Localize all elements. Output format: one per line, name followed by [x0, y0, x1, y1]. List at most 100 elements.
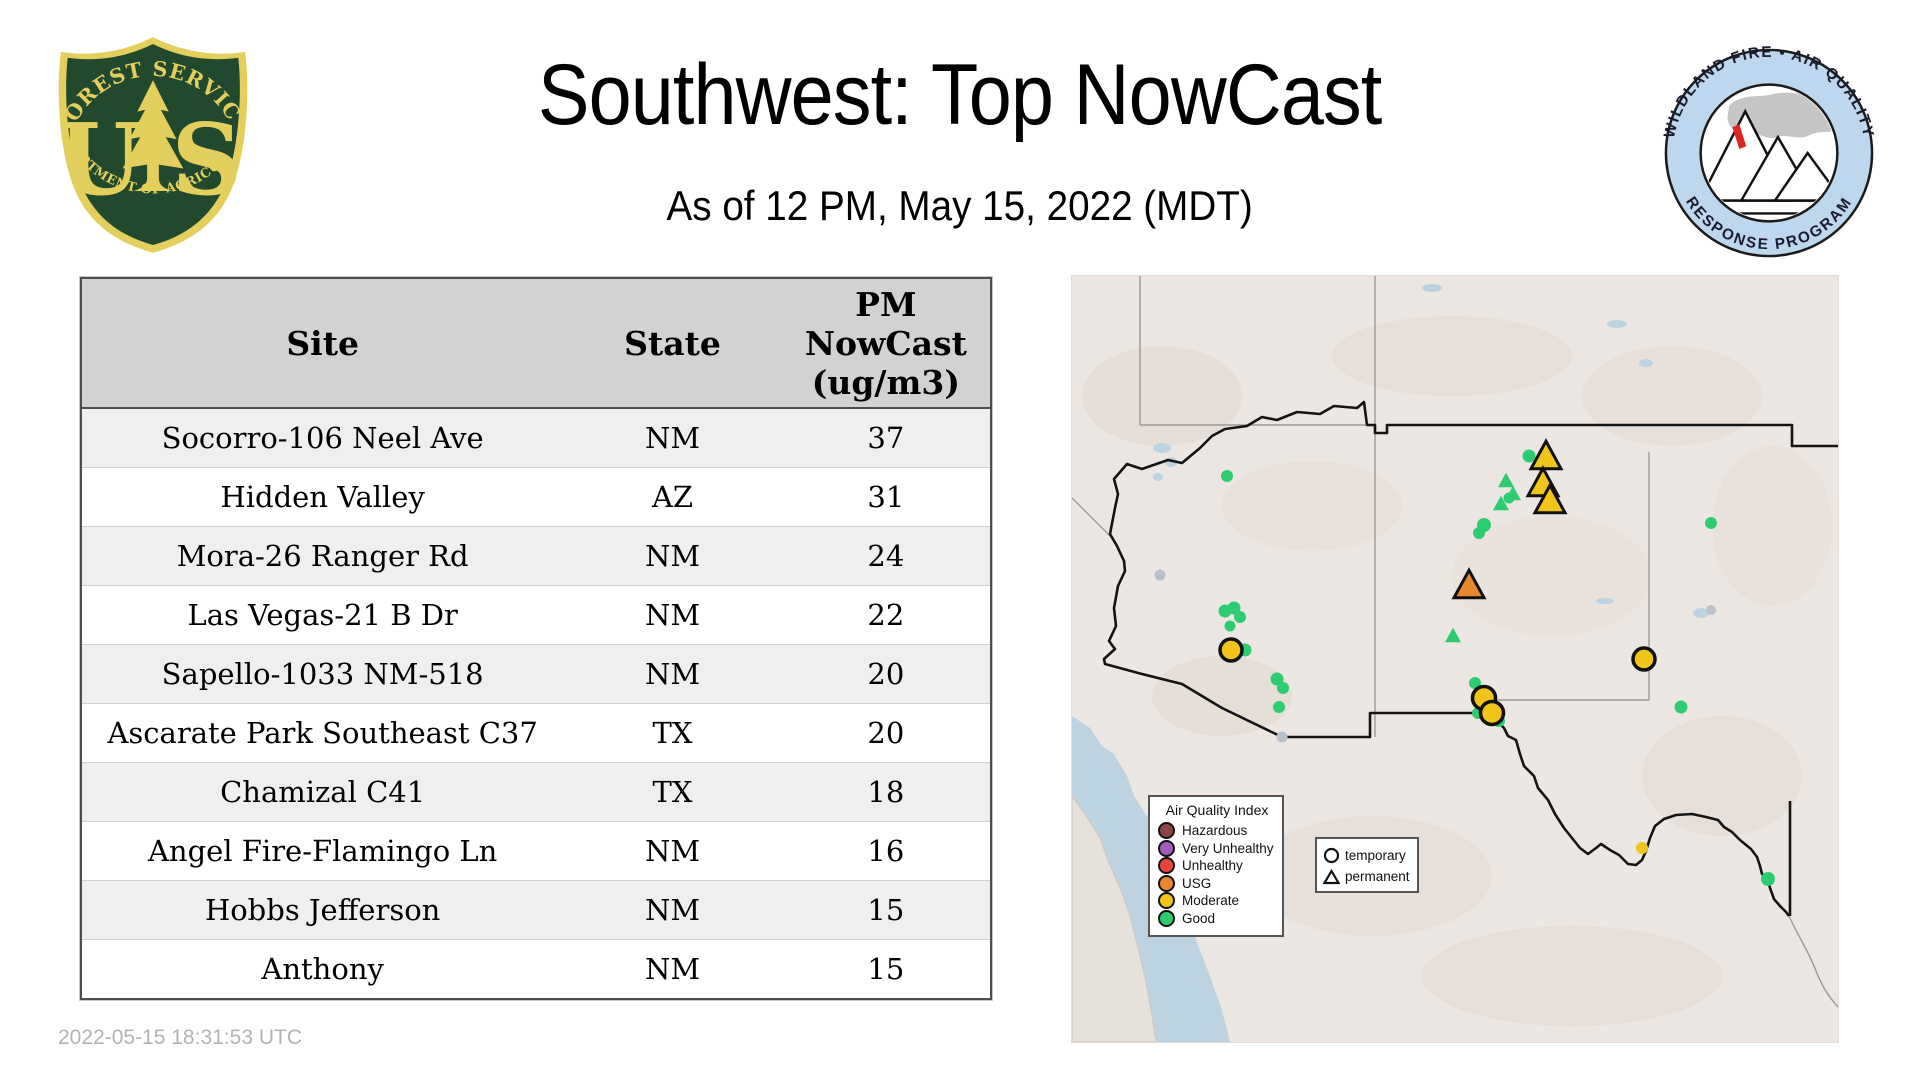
monitor-type-item: permanent — [1323, 866, 1411, 887]
state-cell: NM — [563, 526, 782, 586]
pm-value-cell: 15 — [781, 939, 991, 1000]
aqi-legend-item: Moderate — [1158, 892, 1276, 910]
state-cell: NM — [563, 821, 782, 881]
aqi-legend-label: Very Unhealthy — [1182, 840, 1274, 856]
state-cell: NM — [563, 644, 782, 704]
table-row: Las Vegas-21 B Dr NM 22 — [81, 585, 991, 645]
pm-value-cell: 31 — [781, 467, 991, 527]
unhealthy-marker-icon — [1158, 857, 1175, 875]
monitor-type-legend: temporary permanent — [1315, 837, 1419, 893]
pm-value-cell: 22 — [781, 585, 991, 645]
table-row: Hobbs Jefferson NM 15 — [81, 880, 991, 940]
state-cell: NM — [563, 939, 782, 1000]
map-marker-circle-moderate — [1478, 699, 1506, 727]
map-marker-dot-city — [1706, 605, 1716, 615]
map-marker-circle-moderate — [1218, 637, 1244, 663]
temporary-circle-icon — [1323, 847, 1340, 864]
pm-value-cell: 18 — [781, 762, 991, 822]
map-marker-dot-good — [1469, 677, 1481, 689]
aqi-legend-item: Very Unhealthy — [1158, 839, 1276, 858]
pm-value-cell: 20 — [781, 703, 991, 763]
map-marker-triangle-moderate — [1528, 438, 1564, 471]
map-marker-dot-good — [1273, 701, 1285, 713]
site-cell: Mora-26 Ranger Rd — [81, 526, 564, 586]
very_unhealthy-marker-icon — [1158, 839, 1175, 857]
table-row: Hidden Valley AZ 31 — [81, 467, 991, 527]
region-boundary — [1102, 400, 1838, 917]
marker-layer — [1154, 438, 1775, 886]
pm-value-cell: 37 — [781, 407, 991, 468]
site-cell: Angel Fire-Flamingo Ln — [81, 821, 564, 881]
map-marker-dot-good — [1705, 517, 1717, 529]
forest-service-logo: FOREST SERVICE U S DEPARTMENT OF AGRICUL… — [55, 30, 248, 253]
map-marker-triangle-moderate — [1532, 482, 1568, 515]
column-header-site: Site — [81, 277, 564, 409]
state-cell: NM — [563, 407, 782, 468]
table-row: Chamizal C41 TX 18 — [81, 762, 991, 822]
aqi-legend-label: USG — [1182, 875, 1212, 891]
page-title: Southwest: Top NowCast — [538, 47, 1382, 143]
page-subtitle: As of 12 PM, May 15, 2022 (MDT) — [666, 182, 1254, 229]
southwest-map: Air Quality Index Hazardous Very Unhealth… — [1071, 275, 1839, 1043]
map-marker-dot-good — [1270, 672, 1284, 686]
moderate-marker-icon — [1158, 892, 1175, 910]
site-cell: Las Vegas-21 B Dr — [81, 585, 564, 645]
map-marker-dot-city — [1276, 731, 1288, 743]
table-row: Mora-26 Ranger Rd NM 24 — [81, 526, 991, 586]
map-marker-triangle-usg — [1451, 567, 1487, 600]
pm-value-cell: 15 — [781, 880, 991, 940]
map-marker-dot-good — [1224, 620, 1236, 632]
shield-letter-s: S — [172, 103, 243, 218]
aqi-legend-item: USG — [1158, 874, 1276, 893]
state-cell: NM — [563, 880, 782, 940]
site-cell: Hobbs Jefferson — [81, 880, 564, 940]
pm-value-cell: 24 — [781, 526, 991, 586]
good-marker-icon — [1158, 909, 1175, 927]
map-marker-dot-good — [1277, 682, 1289, 694]
monitor-type-label: permanent — [1345, 869, 1410, 884]
nowcast-table: Site State PM NowCast (ug/m3) Socorro-106 … — [79, 276, 993, 1001]
wfaqrp-logo: WILDLAND FIRE • AIR QUALITY RESPONSE PRO… — [1661, 44, 1875, 258]
aqi-legend-label: Moderate — [1182, 893, 1240, 909]
state-cell: TX — [563, 762, 782, 822]
map-marker-dot-moderate — [1636, 842, 1648, 854]
map-marker-triangle-good — [1505, 485, 1521, 501]
map-marker-dot-city — [1154, 569, 1166, 581]
map-marker-triangle-good — [1445, 627, 1461, 643]
aqi-legend-title: Air Quality Index — [1165, 802, 1269, 818]
generated-timestamp: 2022-05-15 18:31:53 UTC — [58, 1026, 302, 1049]
site-cell: Sapello-1033 NM-518 — [81, 644, 564, 704]
map-marker-dot-good — [1522, 449, 1536, 463]
map-marker-dot-good — [1761, 872, 1775, 886]
monitor-type-item: temporary — [1323, 845, 1411, 866]
map-marker-dot-good — [1674, 700, 1688, 714]
pm-value-cell: 16 — [781, 821, 991, 881]
aqi-legend-label: Hazardous — [1182, 823, 1248, 839]
column-header-pm: PM NowCast (ug/m3) — [781, 277, 991, 409]
pm-value-cell: 20 — [781, 644, 991, 704]
state-cell: NM — [563, 585, 782, 645]
aqi-legend: Air Quality Index Hazardous Very Unhealth… — [1148, 795, 1284, 937]
map-marker-dot-good — [1473, 527, 1485, 539]
column-header-state: State — [563, 277, 782, 409]
nowcast-table-container: Site State PM NowCast (ug/m3) Socorro-106 … — [79, 276, 993, 1001]
map-marker-dot-good — [1221, 470, 1233, 482]
state-cell: TX — [563, 703, 782, 763]
state-borders — [1071, 276, 1839, 1008]
permanent-triangle-icon — [1323, 868, 1340, 885]
aqi-legend-item: Unhealthy — [1158, 857, 1276, 875]
site-cell: Hidden Valley — [81, 467, 564, 527]
usg-marker-icon — [1158, 874, 1175, 892]
aqi-legend-label: Good — [1182, 910, 1216, 926]
table-header-row: Site State PM NowCast (ug/m3) — [81, 277, 991, 409]
pine-tree-icon — [122, 80, 184, 192]
map-marker-dot-good — [1234, 611, 1246, 623]
map-marker-triangle-good — [1493, 495, 1509, 511]
aqi-legend-label: Unhealthy — [1182, 858, 1243, 874]
hazardous-marker-icon — [1158, 822, 1175, 840]
map-marker-circle-moderate — [1631, 646, 1657, 672]
fire-mark — [1732, 124, 1747, 150]
site-cell: Ascarate Park Southeast C37 — [81, 703, 564, 763]
table-row: Socorro-106 Neel Ave NM 37 — [81, 407, 991, 468]
